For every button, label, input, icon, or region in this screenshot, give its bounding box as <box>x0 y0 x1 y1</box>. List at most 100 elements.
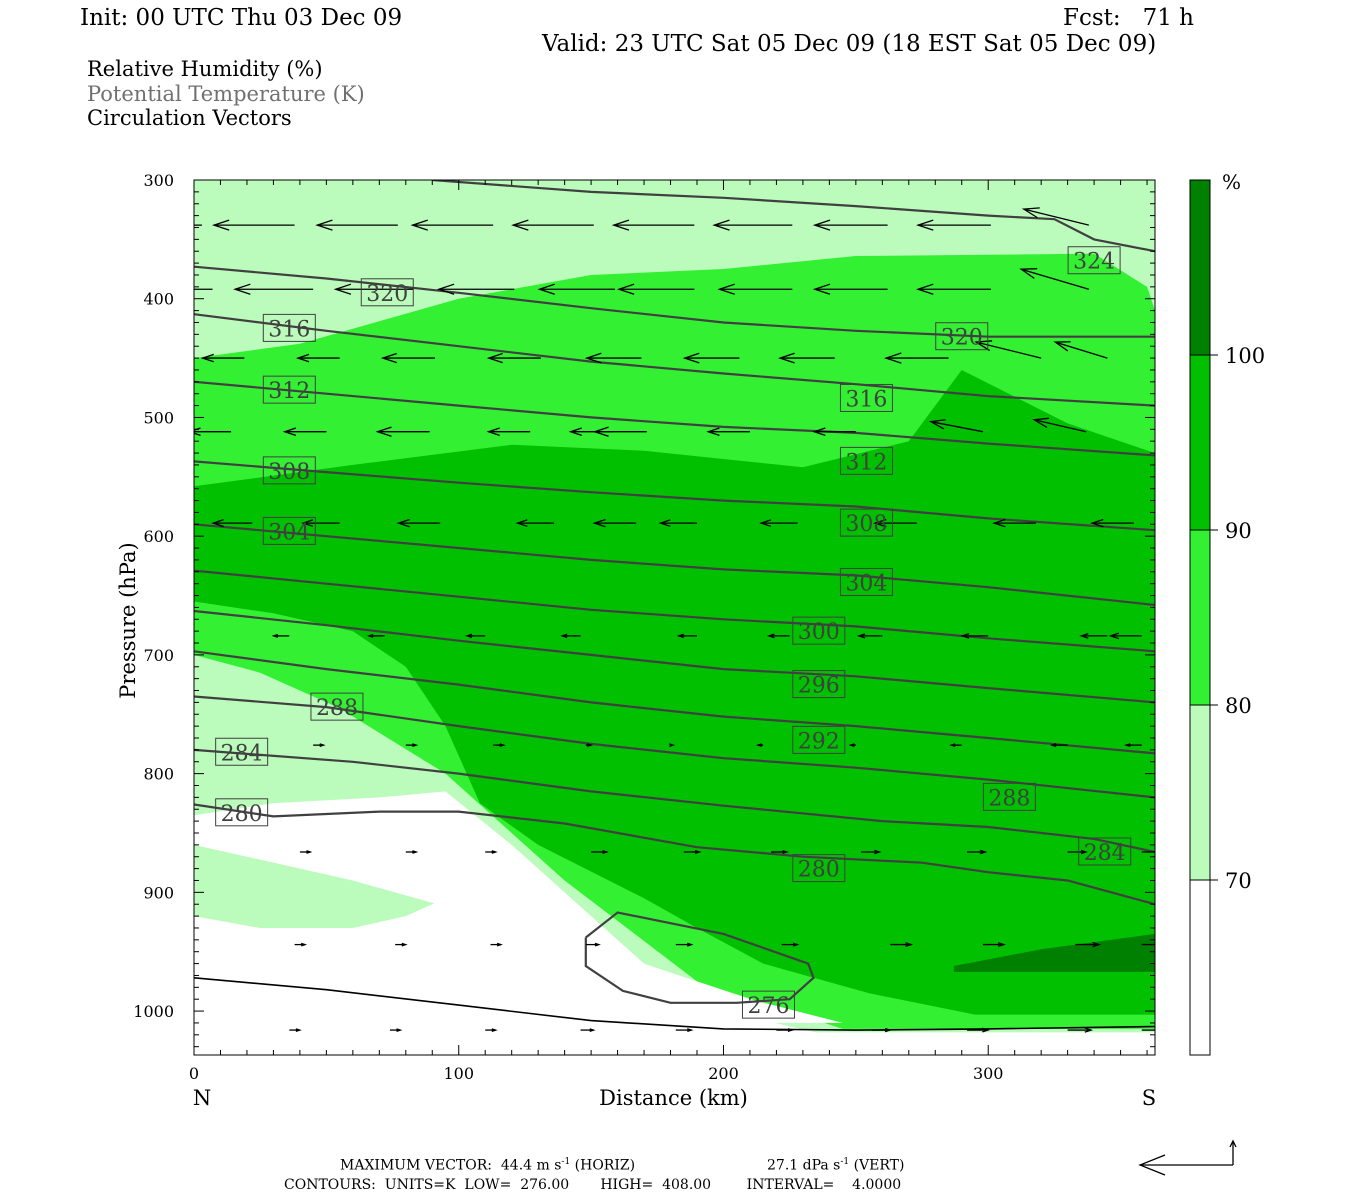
reference-vertical-arrowhead <box>1229 1139 1237 1148</box>
theta-contour-316 <box>194 313 1155 407</box>
theta-contour-324 <box>432 180 1155 253</box>
circulation-vector <box>395 942 408 947</box>
circulation-vector <box>982 942 1006 948</box>
x-end-label-south: S <box>1142 1086 1156 1110</box>
colorbar-border <box>1189 179 1211 1056</box>
circulation-vector <box>928 419 984 433</box>
theta-contour-312 <box>194 380 1155 457</box>
theta-label-316: 316 <box>262 313 316 342</box>
circulation-vector <box>812 427 856 436</box>
circulation-vector <box>1053 341 1108 359</box>
theta-contour-308 <box>194 460 1155 532</box>
theta-contour-320 <box>194 265 1155 338</box>
circulation-vector <box>389 1028 403 1032</box>
colorbar-label: 70 <box>1225 869 1252 893</box>
circulation-vector <box>537 283 615 295</box>
circulation-vector <box>669 743 676 748</box>
colorbar-segment <box>1190 705 1210 880</box>
circulation-vector <box>706 427 750 436</box>
circulation-vector <box>591 849 609 854</box>
circulation-vector <box>861 849 882 855</box>
circulation-vector <box>1021 207 1089 226</box>
circulation-vector <box>1108 632 1142 640</box>
circulation-vector <box>1075 941 1102 948</box>
theta-label-308: 308 <box>839 508 893 537</box>
circulation-vector <box>271 633 290 638</box>
circulation-vector <box>315 219 398 231</box>
circulation-vector <box>485 1028 498 1032</box>
circulation-vector <box>211 519 253 528</box>
x-end-label-north: N <box>193 1086 211 1110</box>
circulation-vector <box>464 633 486 639</box>
svg-text:288: 288 <box>316 696 358 721</box>
theta-label-300: 300 <box>792 616 846 645</box>
y-tick-label: 800 <box>143 765 174 784</box>
x-tick-label: 100 <box>443 1064 474 1083</box>
theta-contour-280 <box>194 803 1155 906</box>
circulation-vector <box>812 219 888 231</box>
circulation-vector <box>410 219 494 231</box>
circulation-vector <box>781 942 800 947</box>
svg-text:284: 284 <box>221 741 263 766</box>
circulation-vector <box>1141 1029 1155 1031</box>
x-tick-label: 300 <box>973 1064 1004 1083</box>
circulation-vector <box>585 743 594 748</box>
theta-label-284: 284 <box>215 737 269 766</box>
circulation-vector <box>282 427 327 436</box>
circulation-vector <box>194 288 213 290</box>
circulation-vector <box>396 518 441 528</box>
svg-text:324: 324 <box>1073 250 1115 275</box>
svg-text:284: 284 <box>1084 841 1126 866</box>
theta-label-296: 296 <box>792 670 846 699</box>
theta-label-320: 320 <box>360 278 414 307</box>
colorbar-segment <box>1190 355 1210 530</box>
circulation-vector <box>211 219 295 231</box>
circulation-vector <box>493 743 506 748</box>
circulation-vector <box>658 519 698 527</box>
circulation-vector <box>682 352 740 364</box>
circulation-vector <box>1067 849 1088 855</box>
circulation-vector <box>294 942 308 947</box>
theta-label-316: 316 <box>839 383 893 412</box>
circulation-vector <box>560 633 581 639</box>
surface-line <box>194 977 1155 1031</box>
svg-text:312: 312 <box>268 379 310 404</box>
theta-label-292: 292 <box>792 725 846 754</box>
theta-label-280: 280 <box>792 854 846 883</box>
circulation-vector <box>675 942 694 947</box>
rh-lt-70 <box>194 892 1155 1055</box>
x-tick-label: 0 <box>189 1064 199 1083</box>
theta-label-324: 324 <box>1067 246 1121 275</box>
plot-border <box>193 179 1156 1056</box>
circulation-vector <box>490 942 503 947</box>
colorbar-segment <box>1190 180 1210 355</box>
theta-label-284: 284 <box>1078 837 1132 866</box>
theta-contours <box>194 180 1155 1031</box>
svg-text:276: 276 <box>747 994 789 1019</box>
circulation-vector <box>194 224 202 226</box>
circulation-vector <box>366 633 385 638</box>
theta-contour-284 <box>194 748 1155 854</box>
forecast-hour: Fcst: 71 h <box>1063 5 1194 31</box>
circulation-vector <box>616 283 695 295</box>
circulation-vector <box>301 519 340 527</box>
circulation-vector <box>233 283 314 295</box>
colorbar-label: 100 <box>1225 344 1265 368</box>
rh-gt-100 <box>953 933 1155 972</box>
circulation-vector <box>592 426 647 437</box>
circulation-vector <box>915 283 991 295</box>
circulation-vectors <box>194 207 1155 1033</box>
y-tick-label: 600 <box>143 527 174 546</box>
circulation-vector <box>1032 417 1087 433</box>
theta-contour-292 <box>194 650 1155 755</box>
circulation-vector <box>676 633 698 639</box>
svg-text:292: 292 <box>798 729 840 754</box>
y-tick-label: 700 <box>143 646 174 665</box>
y-tick-label: 400 <box>143 290 174 309</box>
y-tick-label: 900 <box>143 883 174 902</box>
circulation-vector <box>755 743 764 748</box>
theta-contour-276 <box>584 911 815 1004</box>
y-tick-label: 1000 <box>133 1002 174 1021</box>
circulation-vector <box>515 519 555 527</box>
